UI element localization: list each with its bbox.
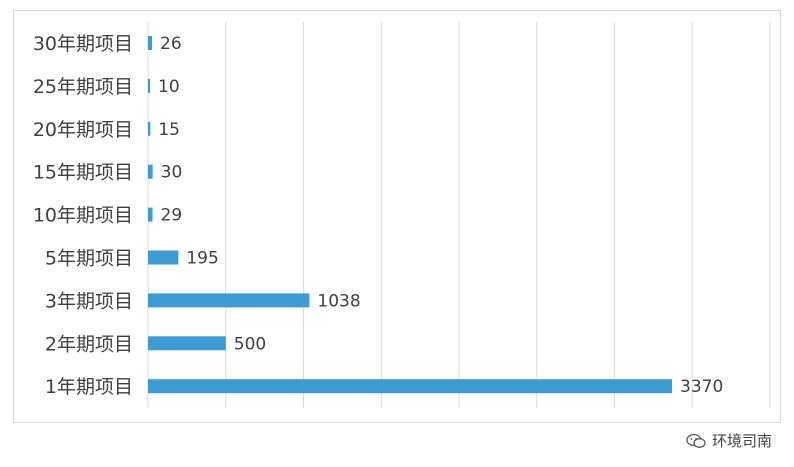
wechat-icon (686, 433, 706, 448)
bar (148, 336, 226, 351)
bar (148, 207, 153, 222)
data-label: 10 (158, 77, 180, 97)
category-label: 30年期项目 (33, 33, 133, 55)
bar (148, 121, 151, 136)
category-label: 15年期项目 (33, 162, 133, 184)
watermark-text: 环境司南 (711, 432, 772, 450)
data-label: 195 (186, 249, 218, 269)
data-label: 3370 (680, 377, 723, 397)
data-label: 15 (158, 120, 180, 140)
bar (148, 250, 179, 265)
data-label: 1038 (317, 291, 360, 311)
category-label: 2年期项目 (45, 333, 133, 355)
chart-frame (13, 10, 781, 423)
bar (148, 36, 153, 50)
category-label: 25年期项目 (33, 76, 133, 98)
category-label: 1年期项目 (45, 376, 133, 398)
category-label: 10年期项目 (33, 205, 133, 227)
bar (148, 164, 153, 179)
bar (148, 293, 310, 308)
bar (148, 379, 673, 394)
data-label: 30 (161, 163, 183, 183)
category-label: 5年期项目 (45, 248, 133, 270)
category-label: 3年期项目 (45, 290, 133, 312)
data-label: 26 (160, 34, 182, 54)
watermark: 环境司南 (686, 430, 772, 451)
category-label: 20年期项目 (33, 119, 133, 141)
bar (148, 78, 150, 93)
data-label: 500 (234, 334, 266, 354)
data-label: 29 (161, 206, 183, 226)
